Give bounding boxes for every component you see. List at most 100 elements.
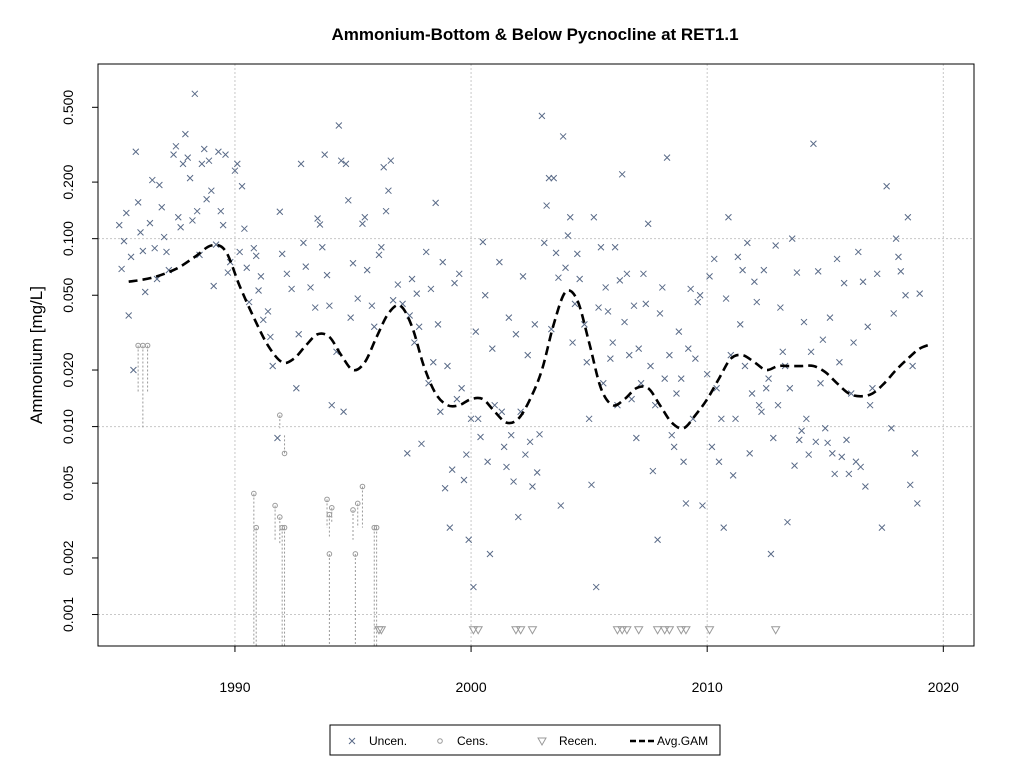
y-tick-label: 0.005	[60, 465, 76, 500]
uncensored-point	[526, 438, 534, 446]
y-tick-label: 0.200	[60, 164, 76, 199]
recensored-point	[376, 626, 387, 635]
uncensored-point	[491, 401, 499, 409]
uncensored-point	[115, 221, 123, 229]
recensored-point	[664, 626, 675, 635]
uncensored-point	[821, 424, 829, 432]
uncensored-point	[814, 267, 822, 275]
uncensored-point	[292, 384, 300, 392]
uncensored-point	[122, 209, 130, 217]
uncensored-point	[238, 182, 246, 190]
uncensored-point	[625, 351, 633, 359]
uncensored-point	[661, 375, 669, 382]
uncensored-point	[231, 167, 239, 175]
uncensored-point	[555, 274, 562, 282]
uncensored-point	[349, 259, 357, 267]
recensored-point	[770, 626, 781, 635]
uncensored-point	[838, 453, 846, 461]
recensored-point	[527, 626, 538, 635]
uncensored-point	[326, 302, 333, 310]
uncensored-point	[481, 291, 489, 299]
uncensored-point	[545, 174, 553, 182]
uncensored-point	[550, 174, 558, 182]
censored-point	[277, 514, 283, 520]
uncensored-point	[798, 427, 805, 435]
uncensored-point	[552, 249, 560, 257]
uncensored-point	[717, 415, 725, 423]
uncensored-point	[382, 207, 390, 215]
uncensored-point	[888, 424, 895, 432]
uncensored-point	[288, 285, 295, 293]
recensored-point	[676, 626, 687, 635]
uncensored-point	[807, 348, 815, 356]
uncensored-point	[670, 443, 678, 451]
uncensored-point	[682, 500, 690, 507]
uncensored-point	[890, 310, 898, 317]
x-tick-label: 2010	[692, 679, 723, 695]
recensored-point	[617, 626, 628, 635]
uncensored-point	[720, 524, 728, 531]
uncensored-point	[895, 253, 902, 261]
uncensored-point	[543, 202, 550, 209]
uncensored-point	[210, 282, 218, 290]
uncensored-point	[597, 243, 605, 251]
y-tick-label: 0.020	[60, 352, 76, 387]
uncensored-point	[677, 375, 685, 382]
uncensored-point	[746, 450, 754, 457]
x-tick-label: 2000	[455, 679, 486, 695]
uncensored-point	[342, 160, 350, 168]
censored-point	[251, 490, 257, 497]
uncensored-point	[736, 320, 744, 328]
uncensored-point	[793, 269, 801, 276]
uncensored-point	[458, 384, 465, 392]
uncensored-point	[765, 375, 772, 382]
legend-box	[329, 724, 721, 756]
recensored-point	[622, 626, 632, 635]
uncensored-point	[644, 220, 652, 228]
uncensored-point	[873, 270, 881, 278]
uncensored-point	[588, 481, 595, 489]
uncensored-point	[769, 434, 777, 442]
uncensored-point	[361, 213, 369, 221]
uncensored-point	[810, 140, 817, 148]
uncensored-point	[318, 243, 326, 251]
legend-label: Uncen.	[369, 734, 407, 748]
chart-title: Ammonium-Bottom & Below Pycnocline at RE…	[331, 25, 738, 44]
uncensored-point	[212, 241, 220, 248]
uncensored-point	[599, 379, 607, 387]
uncensored-point	[158, 203, 166, 211]
uncensored-point	[869, 384, 876, 392]
uncensored-point	[148, 176, 156, 184]
uncensored-point	[557, 502, 565, 509]
uncensored-point	[817, 379, 824, 387]
avg-gam-line	[128, 243, 932, 430]
uncensored-point	[377, 243, 385, 251]
censored-point	[354, 500, 361, 507]
uncensored-point	[363, 266, 371, 274]
uncensored-point	[302, 263, 310, 270]
uncensored-point	[347, 314, 355, 321]
uncensored-point	[507, 431, 515, 439]
uncensored-point	[177, 223, 184, 231]
uncensored-point	[694, 298, 702, 306]
plot-border	[97, 63, 975, 647]
uncensored-point	[151, 244, 159, 252]
uncensored-point	[791, 462, 798, 469]
uncensored-point	[590, 213, 598, 221]
uncensored-point	[585, 415, 593, 423]
censored-point	[253, 524, 259, 531]
uncensored-point	[857, 463, 865, 471]
uncensored-point	[337, 157, 345, 165]
uncensored-point	[713, 384, 720, 392]
uncensored-point	[389, 296, 397, 304]
uncensored-point	[569, 339, 576, 346]
uncensored-point	[250, 244, 258, 252]
uncensored-point	[581, 320, 588, 328]
uncensored-point	[812, 438, 820, 446]
uncensored-point	[127, 253, 135, 261]
uncensored-point	[656, 310, 664, 317]
uncensored-point	[805, 451, 813, 458]
uncensored-point	[819, 336, 827, 344]
uncensored-point	[739, 266, 746, 274]
